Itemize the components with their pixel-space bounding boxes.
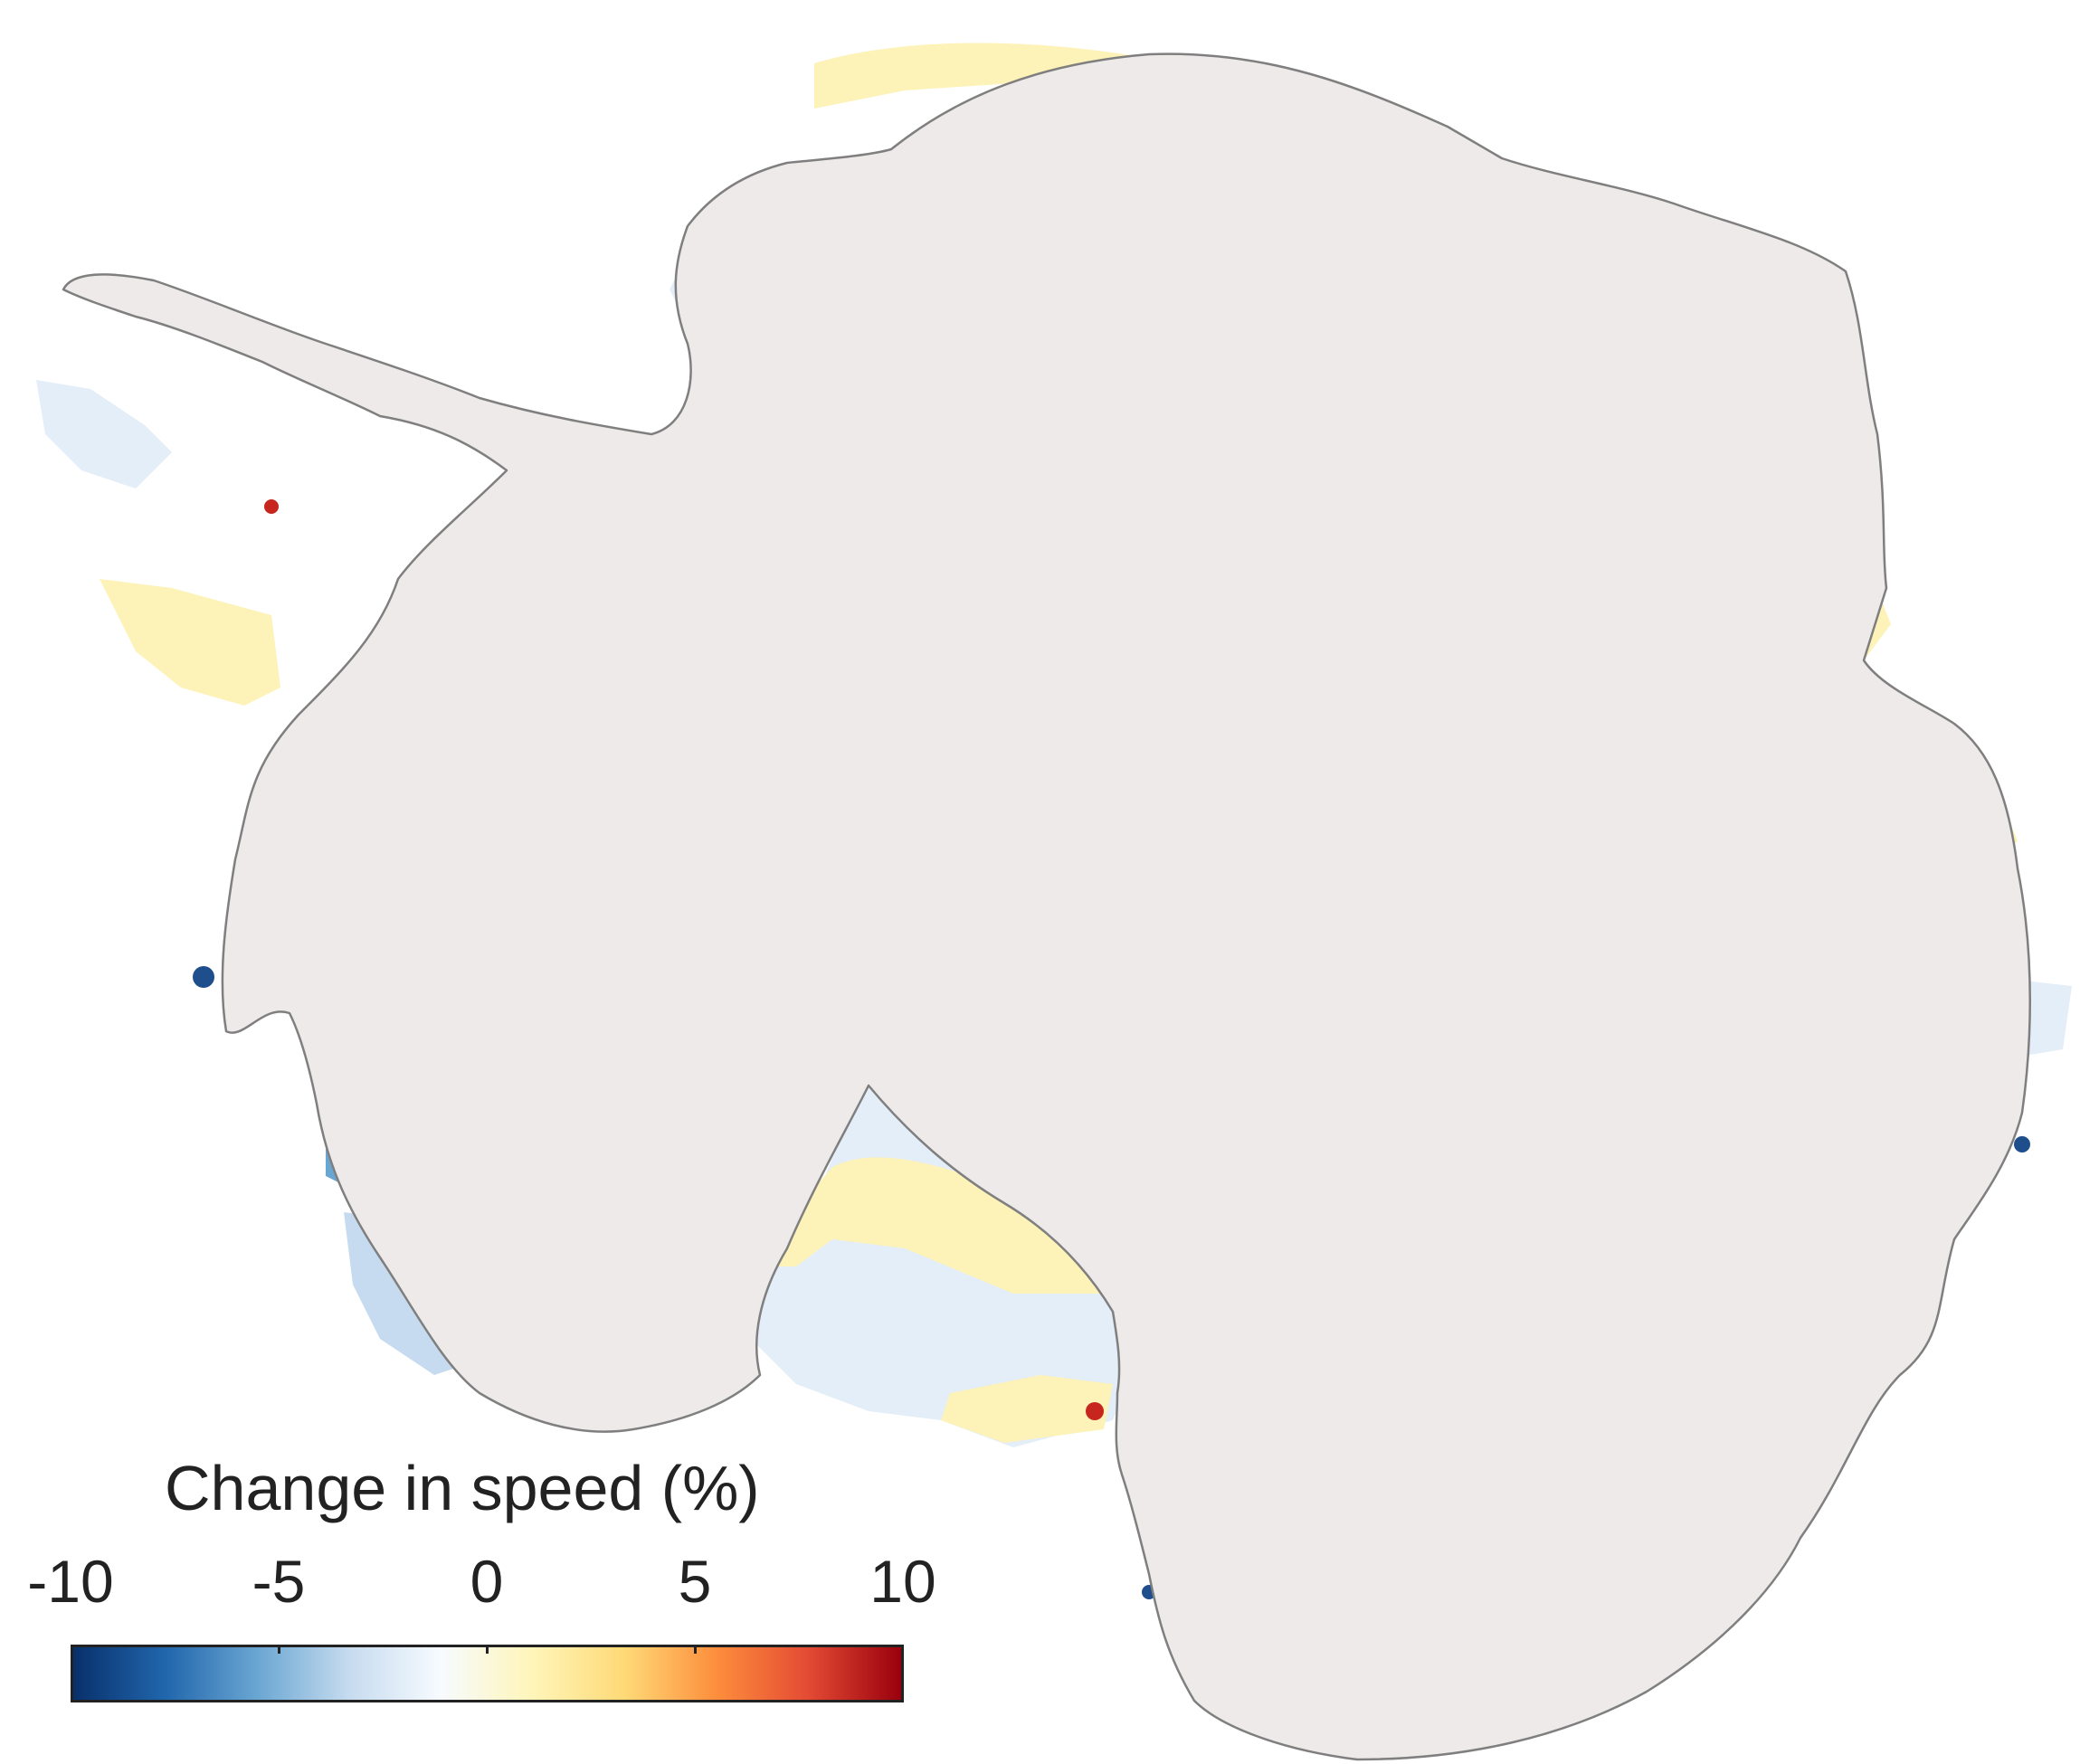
colorbar-tick-label: 0 — [470, 1548, 504, 1615]
ross-increase-upper — [760, 1157, 1109, 1294]
peninsula-decrease-spot — [193, 966, 214, 988]
colorbar-tick-label: 10 — [869, 1548, 936, 1615]
colorbar-tick — [486, 1645, 489, 1654]
colorbar-tick — [694, 1645, 697, 1654]
legend-title: Change in speed (%) — [165, 1453, 760, 1523]
george-vi-shelf — [100, 579, 280, 706]
colorbar-tick-label: 5 — [678, 1548, 712, 1615]
colorbar-tick — [278, 1645, 280, 1654]
peninsula-increase-spot — [264, 499, 279, 514]
east-decrease-spot — [2014, 1136, 2030, 1152]
ross-increase-spot — [1086, 1402, 1104, 1420]
ross-increase-lower — [941, 1375, 1113, 1443]
dronning-maud-coast — [814, 43, 1502, 181]
colorbar-tick-label: -5 — [252, 1548, 306, 1615]
colorbar-tick-label: -10 — [27, 1548, 114, 1615]
grounded-ice — [62, 52, 2031, 1761]
larsen-shelf — [36, 380, 172, 488]
